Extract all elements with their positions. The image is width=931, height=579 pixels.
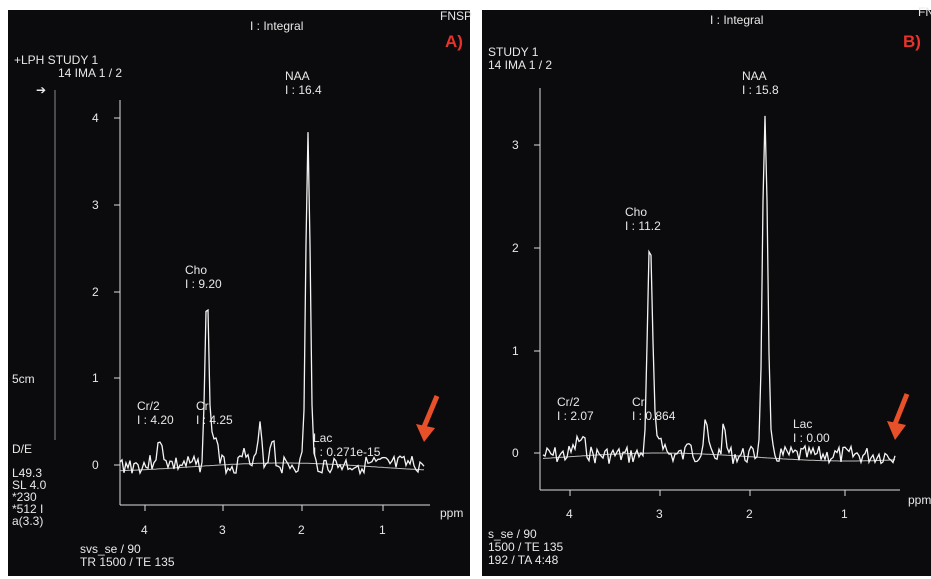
panel-b-background <box>482 10 931 576</box>
peak-integral: I : 0.271e-15 <box>313 445 381 459</box>
x-tick-label: 4 <box>566 507 573 521</box>
peak-name: Cr/2 <box>557 395 580 409</box>
x-tick-label: 4 <box>141 523 148 537</box>
y-tick-label: 4 <box>92 111 99 125</box>
x-tick-label: 2 <box>298 523 305 537</box>
ima: 14 IMA 1 / 2 <box>58 66 122 80</box>
x-tick-label: 3 <box>656 507 663 521</box>
cursor-arrow: ➔ <box>36 83 46 97</box>
header: I : Integral <box>710 13 763 27</box>
side-text: 5cm <box>12 372 35 386</box>
x-tick-label: 1 <box>379 523 386 537</box>
side-text: a(3.3) <box>12 514 43 528</box>
side-text: SL 4.0 <box>12 478 47 492</box>
peak-integral: I : 4.20 <box>137 413 174 427</box>
spectrum <box>119 132 425 476</box>
footer-text: 192 / TA 4:48 <box>488 553 559 567</box>
baseline-fit <box>542 452 896 462</box>
peak-name: Cr <box>632 395 645 409</box>
footer-text: TR 1500 / TE 135 <box>80 555 175 569</box>
peak-integral: I : 0.864 <box>632 409 676 423</box>
y-tick-label: 1 <box>92 371 99 385</box>
panel-a-background <box>8 10 470 576</box>
peak-name: Lac <box>313 431 332 445</box>
peak-name: Lac <box>793 417 812 431</box>
footer-text: svs_se / 90 <box>80 542 141 556</box>
arrow-a <box>416 395 440 442</box>
peak-integral: I : 0.00 <box>793 431 830 445</box>
peak-name: Cr <box>196 399 209 413</box>
spectrum <box>542 115 896 465</box>
study: +LPH STUDY 1 <box>14 53 98 67</box>
y-tick-label: 2 <box>512 241 519 255</box>
peak-name: Cho <box>625 205 647 219</box>
peak-name: Cr/2 <box>137 399 160 413</box>
x-tick-label: 3 <box>219 523 226 537</box>
y-tick-label: 2 <box>92 285 99 299</box>
panel-label: B) <box>903 32 921 51</box>
peak-integral: I : 16.4 <box>285 83 322 97</box>
x-tick-label: 2 <box>746 507 753 521</box>
side-text: D/E <box>12 442 32 456</box>
y-tick-label: 3 <box>512 138 519 152</box>
peak-integral: I : 4.25 <box>196 413 233 427</box>
baseline-fit <box>120 462 425 472</box>
side-text: *230 <box>12 490 37 504</box>
x-unit: ppm <box>908 493 931 507</box>
y-tick-label: 0 <box>92 458 99 472</box>
side-text: L49.3 <box>12 466 42 480</box>
peak-integral: I : 11.2 <box>625 219 661 233</box>
ima: 14 IMA 1 / 2 <box>488 58 552 72</box>
study: STUDY 1 <box>488 45 539 59</box>
arrow-b <box>887 393 910 440</box>
x-tick-label: 1 <box>841 507 848 521</box>
top-right-text: FN <box>918 5 931 19</box>
footer-text: s_se / 90 <box>488 527 537 541</box>
peak-integral: I : 15.8 <box>742 83 779 97</box>
panel-label: A) <box>445 32 463 51</box>
footer-text: 1500 / TE 135 <box>488 540 563 554</box>
top-right-text: FNSP <box>440 9 472 23</box>
header: I : Integral <box>250 19 303 33</box>
peak-name: NAA <box>742 69 767 83</box>
peak-name: NAA <box>285 69 310 83</box>
side-text: *512 I <box>12 502 43 516</box>
x-unit: ppm <box>440 506 463 520</box>
peak-integral: I : 2.07 <box>557 409 594 423</box>
y-tick-label: 0 <box>512 446 519 460</box>
y-tick-label: 1 <box>512 344 519 358</box>
peak-name: Cho <box>185 263 207 277</box>
peak-integral: I : 9.20 <box>185 277 222 291</box>
y-tick-label: 3 <box>92 198 99 212</box>
